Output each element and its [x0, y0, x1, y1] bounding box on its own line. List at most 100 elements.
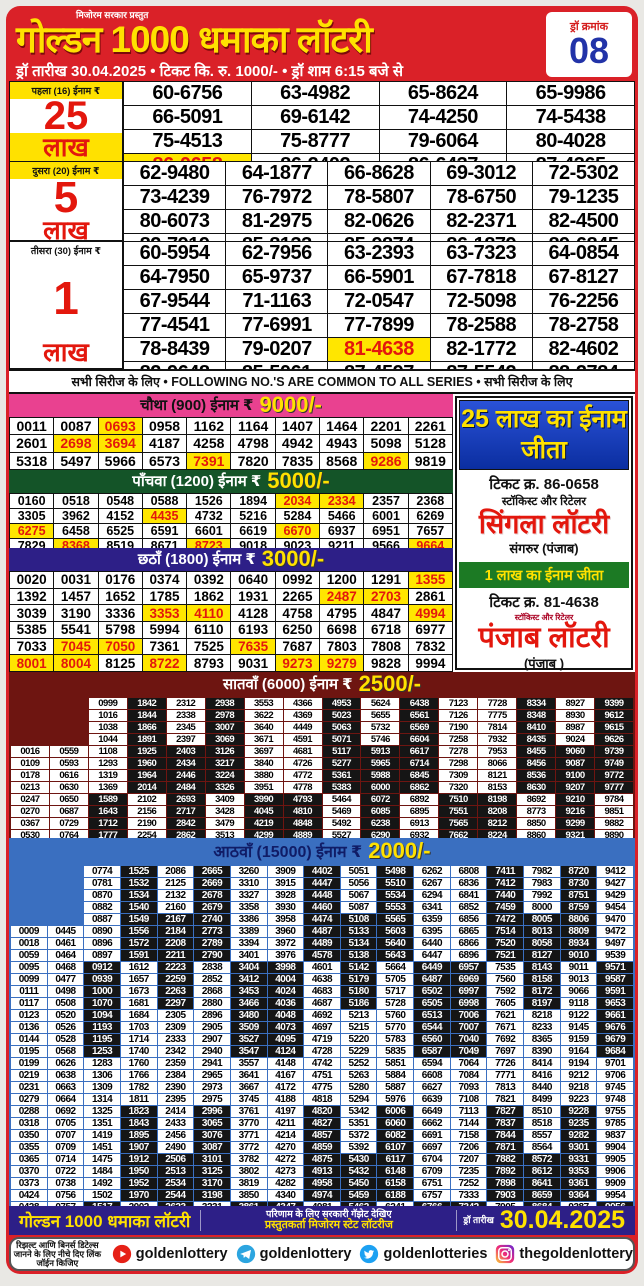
number-cell — [11, 902, 47, 913]
number-cell: 2490 — [157, 1141, 194, 1153]
number-cell: 6267 — [414, 877, 450, 889]
draw-number-label: ड्रॉ क्रमांक — [569, 20, 609, 33]
number-cell: 0219 — [11, 1069, 47, 1081]
number-cell: 0528 — [47, 1033, 84, 1045]
number-cell: 9100 — [556, 769, 595, 781]
number-cell: 8435 — [517, 733, 556, 745]
social-instagram[interactable]: thegoldenlottery — [495, 1244, 633, 1264]
number-cell: 6544 — [414, 1021, 450, 1033]
number-cell: 82-2371 — [430, 210, 532, 233]
social-note: रिझल्ट आणि बिनर्स डिटेल्स जानने के लिए न… — [13, 1239, 101, 1268]
number-cell: 0370 — [11, 1165, 47, 1177]
number-cell: 5469 — [322, 805, 361, 817]
number-cell: 1673 — [120, 985, 157, 997]
winner1-ticket: टिकट क्र. 86-0658 — [489, 475, 599, 493]
social-handle: goldenlotteries — [383, 1246, 488, 1262]
number-cell: 0099 — [11, 973, 47, 985]
number-cell: 2254 — [127, 829, 166, 841]
number-cell: 78-6750 — [430, 186, 532, 209]
number-cell: 2342 — [157, 1045, 194, 1057]
number-cell: 7472 — [487, 913, 524, 925]
twitter-icon — [360, 1244, 379, 1264]
number-cell: 9905 — [597, 1153, 633, 1165]
number-cell: 1549 — [120, 913, 157, 925]
number-cell: 64-1877 — [226, 162, 328, 185]
number-cell: 4994 — [408, 605, 452, 621]
number-cell: 5134 — [340, 937, 377, 949]
number-cell: 4273 — [267, 1165, 304, 1177]
footer-divider — [456, 1210, 458, 1231]
number-cell: 1843 — [120, 1117, 157, 1129]
fifth-prize-numbers: 0160 0518 0548 0588 1526 1894 2034 2334 2357 2368… — [9, 492, 453, 553]
social-youtube[interactable]: goldenlottery — [112, 1244, 228, 1264]
social-telegram[interactable]: goldenlottery — [236, 1244, 352, 1264]
number-cell: 2513 — [157, 1165, 194, 1177]
number-cell: 6691 — [414, 1129, 450, 1141]
number-cell: 0136 — [11, 1021, 47, 1033]
number-cell: 3819 — [230, 1177, 267, 1189]
lottery-result-sheet: मिजोरम सरकार प्रस्तुत गोल्डन 1000 धमाका … — [6, 6, 638, 1274]
number-cell: 0870 — [84, 889, 120, 901]
number-cell: 3190 — [54, 605, 98, 621]
number-cell: 0738 — [47, 1177, 84, 1189]
number-cell: 5252 — [340, 1057, 377, 1069]
number-cell: 2940 — [194, 1045, 230, 1057]
social-twitter[interactable]: goldenlotteries — [359, 1244, 487, 1264]
number-cell: 0111 — [11, 985, 47, 997]
number-cell: 1070 — [84, 997, 120, 1009]
number-cell: 7123 — [439, 697, 478, 709]
number-cell: 9906 — [597, 1165, 633, 1177]
number-cell: 3782 — [230, 1153, 267, 1165]
number-cell: 2941 — [194, 1057, 230, 1069]
number-cell: 6458 — [54, 523, 98, 538]
number-cell: 4487 — [304, 925, 340, 937]
number-cell: 2789 — [194, 937, 230, 949]
number-cell: 1782 — [120, 1081, 157, 1093]
footer-date: 30.04.2025 — [499, 1205, 625, 1234]
mid-region: चौथा (900) ईनाम ₹ 9000/- 0011 0087 0693 095… — [9, 392, 635, 672]
number-cell: 7871 — [487, 1141, 524, 1153]
instagram-icon — [496, 1244, 515, 1264]
number-cell: 72-0547 — [328, 290, 430, 313]
number-cell: 5643 — [377, 949, 414, 961]
number-cell: 66-8628 — [328, 162, 430, 185]
number-cell: 2309 — [157, 1021, 194, 1033]
number-cell: 9353 — [560, 1165, 597, 1177]
number-cell: 6977 — [408, 621, 452, 638]
number-cell: 8659 — [524, 1189, 560, 1201]
number-cell: 6998 — [450, 997, 487, 1009]
number-cell: 2125 — [157, 877, 194, 889]
number-cell: 3640 — [244, 721, 283, 733]
number-cell: 4772 — [283, 769, 322, 781]
number-cell: 7726 — [487, 1057, 524, 1069]
number-cell: 1891 — [127, 733, 166, 745]
number-cell: 9684 — [597, 1045, 633, 1057]
number-cell: 0464 — [47, 949, 84, 961]
number-cell: 67-9544 — [124, 290, 226, 313]
number-cell: 6670 — [275, 523, 320, 538]
number-cell: 7361 — [142, 638, 187, 655]
number-cell: 7882 — [487, 1153, 524, 1165]
number-cell: 5510 — [377, 877, 414, 889]
number-cell: 0568 — [47, 1045, 84, 1057]
number-cell: 6148 — [377, 1165, 414, 1177]
number-cell: 1777 — [88, 829, 127, 841]
number-cell: 5186 — [340, 997, 377, 1009]
number-cell: 0705 — [47, 1117, 84, 1129]
number-cell: 0722 — [47, 1165, 84, 1177]
number-cell: 5770 — [377, 1021, 414, 1033]
number-cell: 2338 — [166, 709, 205, 721]
eighth-prize-section: आठवाँ (15000) ईनाम ₹ 2000/- 0774 1525 2086… — [9, 837, 635, 1225]
number-cell: 9706 — [597, 1069, 633, 1081]
number-cell: 2487 — [320, 588, 364, 605]
number-cell: 3327 — [230, 889, 267, 901]
number-cell: 5071 — [322, 733, 361, 745]
number-cell: 0663 — [47, 1081, 84, 1093]
number-cell: 2368 — [408, 493, 452, 508]
social-handle: goldenlottery — [259, 1246, 352, 1262]
number-cell: 3087 — [194, 1141, 230, 1153]
number-cell: 7535 — [487, 961, 524, 973]
number-cell: 7298 — [439, 757, 478, 769]
number-cell: 1464 — [320, 417, 364, 435]
number-cell: 8572 — [524, 1153, 560, 1165]
